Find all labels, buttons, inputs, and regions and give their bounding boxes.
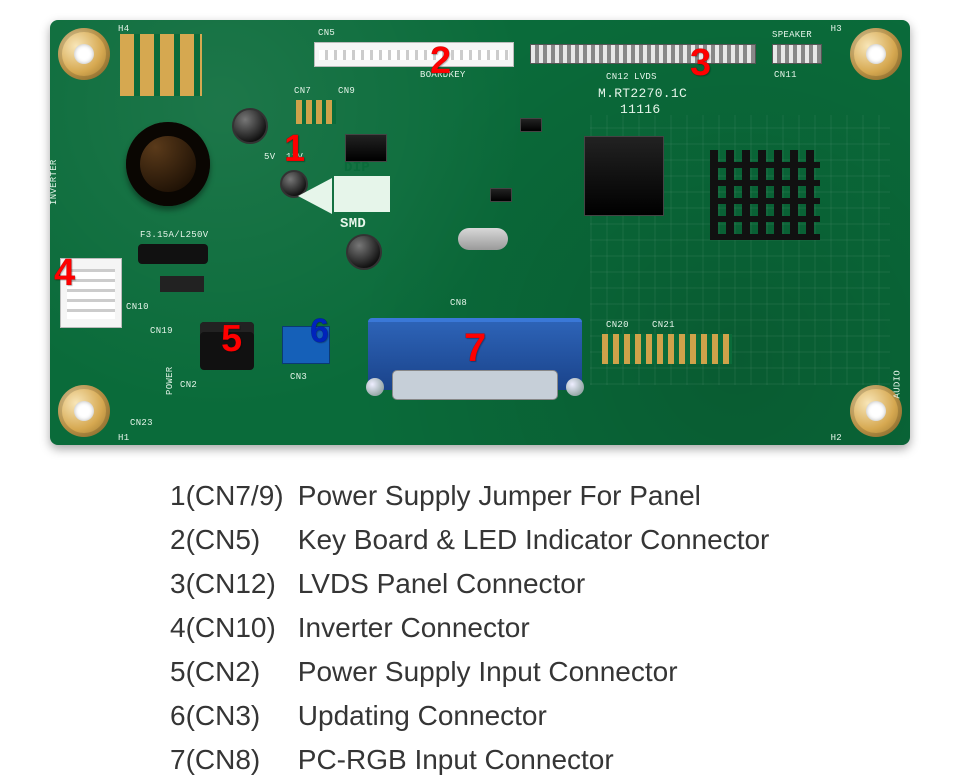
legend-row-5: 5(CN2) Power Supply Input Connector [170,651,769,693]
silk-speaker: SPEAKER [772,30,812,40]
legend-key: 7(CN8) [170,739,290,781]
silk-cn9: CN9 [338,86,355,96]
callout-number-7: 7 [464,326,486,371]
gold-pad-grid [120,34,202,96]
toroid-inductor [126,122,210,206]
legend-desc: Power Supply Jumper For Panel [298,480,701,511]
mount-hole-h4 [58,28,110,80]
ic-u1-main [584,136,664,216]
silk-cn10: CN10 [126,302,149,312]
silk-fuse: F3.15A/L250V [140,230,208,240]
silk-cn8: CN8 [450,298,467,308]
legend-row-4: 4(CN10) Inverter Connector [170,607,769,649]
silk-model2: 11116 [620,102,661,117]
silk-h3: H3 [831,24,842,34]
silk-inverter: INVERTER [50,159,59,205]
callout-number-4: 4 [54,252,75,295]
callout-number-6: 6 [310,312,329,351]
callout-number-5: 5 [221,318,242,361]
legend-desc: Inverter Connector [298,612,530,643]
capacitor-3 [346,234,382,270]
legend-desc: Updating Connector [298,700,547,731]
callout-number-3: 3 [690,42,711,85]
fuse [138,244,208,264]
silk-smd: SMD [340,216,366,232]
orientation-arrow-icon [298,178,332,214]
silk-h2: H2 [831,433,842,443]
capacitor-1 [232,108,268,144]
silk-cn3: CN3 [290,372,307,382]
legend-key: 3(CN12) [170,563,290,605]
legend-key: 6(CN3) [170,695,290,737]
legend-key: 2(CN5) [170,519,290,561]
legend-key: 4(CN10) [170,607,290,649]
legend-desc: LVDS Panel Connector [298,568,585,599]
callout-number-1: 1 [284,128,305,171]
legend-row-1: 1(CN7/9) Power Supply Jumper For Panel [170,475,769,517]
silk-cn21: CN21 [652,320,675,330]
silk-cn12: CN12 [606,72,629,82]
mount-hole-h1 [58,385,110,437]
mount-hole-h3 [850,28,902,80]
crystal-oscillator [458,228,508,250]
ic-small-2 [520,118,542,132]
legend-desc: PC-RGB Input Connector [298,744,614,775]
ic-small-1 [490,188,512,202]
legend-desc: Power Supply Input Connector [298,656,678,687]
silk-h1: H1 [118,433,129,443]
silk-cn20: CN20 [606,320,629,330]
silk-cn5: CN5 [318,28,335,38]
ic-u2 [345,134,387,162]
silk-cn23: CN23 [130,418,153,428]
legend-row-6: 6(CN3) Updating Connector [170,695,769,737]
cn7-cn9-jumper [296,100,336,124]
arrow-body [334,176,390,212]
silk-cn2: CN2 [180,380,197,390]
legend-row-2: 2(CN5) Key Board & LED Indicator Connect… [170,519,769,561]
silk-audio: AUDIO [893,370,903,399]
silk-cn7: CN7 [294,86,311,96]
silk-model1: M.RT2270.1C [598,86,687,101]
cn5-connector [314,42,514,67]
cn11-speaker-connector [772,44,822,64]
legend-row-7: 7(CN8) PC-RGB Input Connector [170,739,769,781]
pcb-board: H4 H3 H1 H2 CN5 CN12 LVDS CN11 SPEAKER M… [50,20,910,445]
smd-resistor-array [710,150,820,240]
callout-number-2: 2 [430,40,451,83]
silk-5v: 5V [264,152,275,162]
legend-row-3: 3(CN12) LVDS Panel Connector [170,563,769,605]
silk-dip: DIP [344,160,370,176]
cn20-cn21-pins [602,334,732,364]
silk-cn11: CN11 [774,70,797,80]
silk-h4: H4 [118,24,129,34]
cn12-lvds-connector [530,44,756,64]
legend: 1(CN7/9) Power Supply Jumper For Panel2(… [170,475,769,783]
legend-key: 1(CN7/9) [170,475,290,517]
silk-cn19: CN19 [150,326,173,336]
silk-power: POWER [165,366,175,395]
legend-key: 5(CN2) [170,651,290,693]
legend-desc: Key Board & LED Indicator Connector [298,524,770,555]
diode [160,276,204,292]
silk-lvds: LVDS [634,72,657,82]
